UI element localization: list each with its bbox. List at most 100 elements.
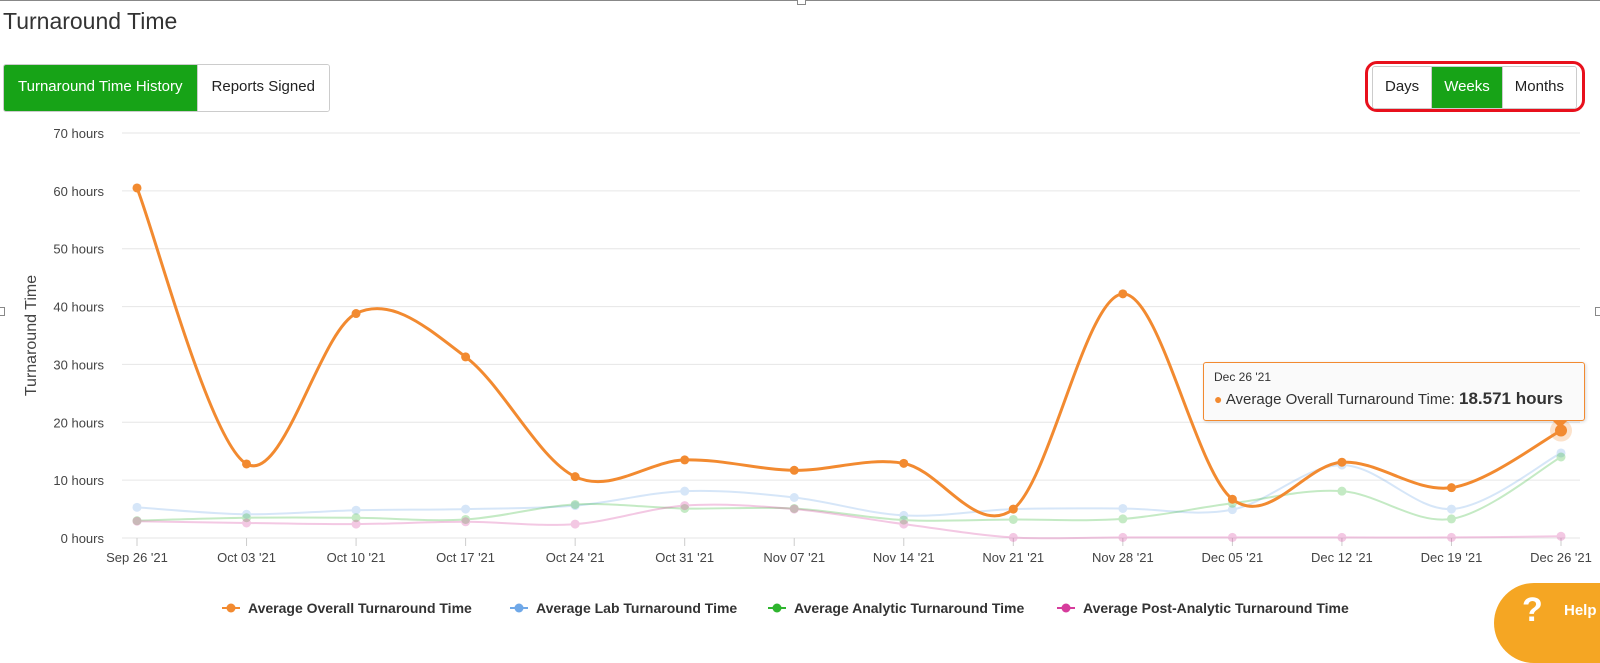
data-point: [570, 472, 580, 482]
data-point: [1118, 503, 1128, 513]
x-tick-label: Nov 28 '21: [1092, 550, 1154, 565]
y-tick-labels: 0 hours 10 hours 20 hours 30 hours 40 hours 5…: [53, 126, 104, 546]
legend-swatch-dot: [226, 603, 236, 613]
tooltip-series-name: Average Overall Turnaround Time:: [1225, 391, 1455, 408]
resize-handle-top[interactable]: [797, 0, 806, 5]
data-point: [570, 519, 580, 529]
data-point: [789, 465, 799, 475]
data-point: [351, 309, 361, 319]
series-line: [136, 456, 1562, 522]
help-question-icon: ?: [1522, 591, 1543, 629]
data-point: [1337, 457, 1347, 467]
tooltip-series-dot: ●: [1214, 391, 1223, 407]
y-tick-label: 10 hours: [53, 473, 104, 488]
data-point: [132, 502, 142, 512]
data-point: [242, 518, 252, 528]
range-highlight-ring: [1365, 61, 1585, 112]
resize-handle-left[interactable]: [0, 307, 5, 316]
legend-item[interactable]: Average Overall Turnaround Time: [222, 600, 472, 616]
range-weeks-button[interactable]: Weeks: [1431, 67, 1502, 108]
x-tick-labels: Sep 26 '21 Oct 03 '21 Oct 10 '21 Oct 17 '21…: [106, 550, 1592, 565]
data-point: [680, 501, 690, 511]
page-title: Turnaround Time: [3, 8, 178, 34]
data-point: [351, 519, 361, 529]
y-tick-label: 60 hours: [53, 184, 104, 199]
x-tick-label: Nov 14 '21: [873, 550, 935, 565]
data-point: [132, 516, 142, 526]
data-point: [899, 519, 909, 529]
tab-turnaround-time-history[interactable]: Turnaround Time History: [4, 65, 197, 111]
legend-item[interactable]: Average Analytic Turnaround Time: [768, 600, 1024, 616]
x-tick-label: Nov 21 '21: [982, 550, 1044, 565]
legend-swatch-dot: [514, 603, 524, 613]
tooltip-line: ● Average Overall Turnaround Time: 18.57…: [1214, 389, 1574, 409]
data-point: [461, 504, 471, 514]
legend-label: Average Lab Turnaround Time: [536, 600, 737, 616]
legend-swatch-dot: [772, 603, 782, 613]
data-point: [242, 459, 252, 469]
legend-label: Average Analytic Turnaround Time: [794, 600, 1024, 616]
data-point: [132, 516, 142, 526]
x-tick-label: Nov 07 '21: [763, 550, 825, 565]
y-tick-label: 20 hours: [53, 415, 104, 430]
x-tick-label: Dec 19 '21: [1421, 550, 1483, 565]
data-point: [1446, 483, 1456, 493]
data-point: [1008, 514, 1018, 524]
x-tick-label: Oct 31 '21: [655, 550, 714, 565]
y-tick-label: 0 hours: [61, 531, 105, 546]
data-point: [1227, 505, 1237, 515]
data-point: [570, 499, 580, 509]
range-months-button[interactable]: Months: [1501, 67, 1576, 108]
data-point: [899, 458, 909, 468]
x-tick-label: Sep 26 '21: [106, 550, 168, 565]
grid-layer: [122, 132, 1580, 546]
resize-handle-right[interactable]: [1595, 307, 1600, 316]
data-point: [1446, 532, 1456, 542]
view-tabs: Turnaround Time History Reports Signed: [3, 64, 330, 112]
data-point: [351, 505, 361, 515]
data-point: [680, 455, 690, 465]
range-days-button[interactable]: Days: [1373, 67, 1432, 108]
data-point: [570, 501, 580, 511]
data-point: [1446, 514, 1456, 524]
data-point: [789, 503, 799, 513]
tab-reports-signed[interactable]: Reports Signed: [196, 65, 329, 111]
data-point: [461, 514, 471, 524]
data-point: [1337, 532, 1347, 542]
data-point: [242, 509, 252, 519]
y-tick-label: 70 hours: [53, 126, 104, 141]
series-average-post-analytic-turnaround-time: [132, 501, 1566, 542]
data-point: [1337, 486, 1347, 496]
tooltip-value: 18.571 hours: [1459, 389, 1563, 408]
x-tick-label: Dec 12 '21: [1311, 550, 1373, 565]
data-point: [680, 503, 690, 513]
data-point: [1008, 532, 1018, 542]
legend-label: Average Overall Turnaround Time: [248, 600, 472, 616]
series-average-analytic-turnaround-time: [132, 452, 1566, 526]
data-point: [461, 517, 471, 527]
data-point: [1556, 531, 1566, 541]
x-tick-label: Oct 17 '21: [436, 550, 495, 565]
data-point: [461, 352, 471, 362]
series-line: [135, 187, 1562, 518]
data-point: [1118, 289, 1128, 299]
data-point: [1446, 504, 1456, 514]
data-point: [680, 486, 690, 496]
data-point: [899, 515, 909, 525]
legend-item[interactable]: Average Post-Analytic Turnaround Time: [1057, 600, 1349, 616]
legend-swatch-dot: [1061, 603, 1071, 613]
data-point: [242, 513, 252, 523]
series-average-lab-turnaround-time: [132, 448, 1566, 520]
x-tick-label: Dec 26 '21: [1530, 550, 1592, 565]
legend: Average Overall Turnaround Time Average L…: [222, 600, 1349, 616]
data-point: [1227, 494, 1237, 504]
data-point: [1227, 532, 1237, 542]
y-tick-label: 30 hours: [53, 357, 104, 372]
x-tick-label: Oct 10 '21: [327, 550, 386, 565]
legend-item[interactable]: Average Lab Turnaround Time: [510, 600, 737, 616]
legend-label: Average Post-Analytic Turnaround Time: [1083, 600, 1349, 616]
x-tick-label: Oct 03 '21: [217, 550, 276, 565]
help-button[interactable]: ? Help: [1494, 583, 1600, 663]
y-tick-label: 40 hours: [53, 300, 104, 315]
y-axis-title: Turnaround Time: [23, 275, 40, 396]
